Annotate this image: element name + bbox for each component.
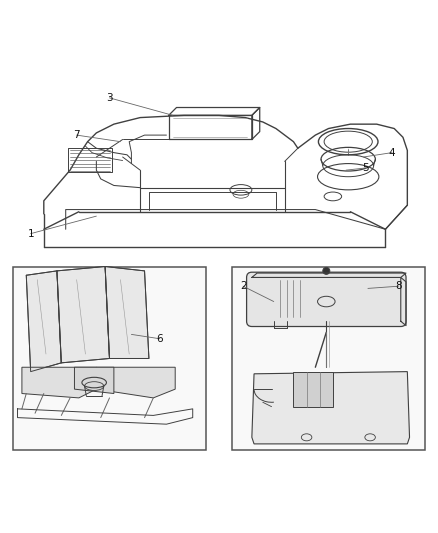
- Text: 8: 8: [395, 281, 402, 291]
- FancyBboxPatch shape: [13, 266, 206, 450]
- FancyBboxPatch shape: [232, 266, 425, 450]
- Polygon shape: [74, 367, 114, 393]
- Polygon shape: [293, 372, 333, 407]
- Ellipse shape: [323, 268, 330, 274]
- Text: 2: 2: [240, 281, 247, 291]
- Polygon shape: [22, 367, 96, 398]
- Text: 7: 7: [73, 130, 80, 140]
- Text: 1: 1: [27, 229, 34, 239]
- FancyBboxPatch shape: [247, 272, 406, 327]
- Text: 3: 3: [106, 93, 113, 103]
- Text: 5: 5: [362, 163, 369, 173]
- Polygon shape: [252, 372, 410, 444]
- Polygon shape: [96, 367, 175, 398]
- Polygon shape: [57, 266, 110, 363]
- Text: 6: 6: [156, 334, 163, 344]
- Polygon shape: [105, 266, 149, 359]
- Text: 4: 4: [389, 148, 396, 158]
- Polygon shape: [26, 271, 61, 372]
